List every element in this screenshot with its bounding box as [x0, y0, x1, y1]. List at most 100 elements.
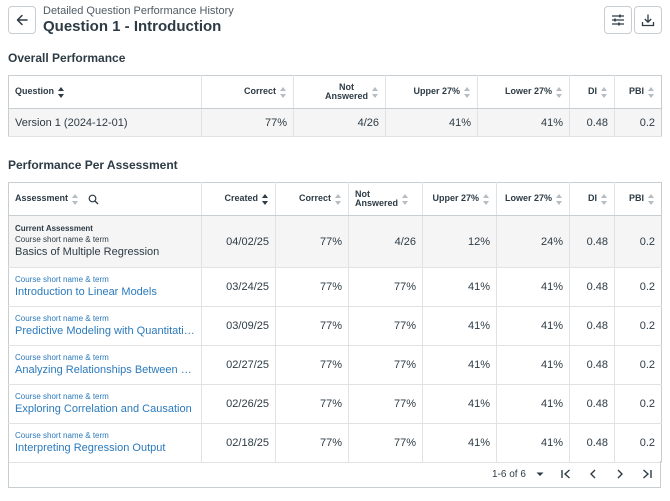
- table-row: Course short name & term Introduction to…: [8, 267, 662, 307]
- assessment-link[interactable]: Predictive Modeling with Quantitati…: [15, 325, 195, 337]
- col-di[interactable]: DI: [569, 182, 615, 216]
- cell-not-answered: 77%: [348, 306, 423, 346]
- next-page-icon: [617, 469, 623, 479]
- sort-icon[interactable]: [648, 86, 655, 98]
- table-row: Course short name & term Predictive Mode…: [8, 306, 662, 346]
- cell-di: 0.48: [569, 215, 615, 268]
- cell-created: 03/24/25: [201, 267, 276, 307]
- next-page-button[interactable]: [612, 466, 628, 482]
- course-link[interactable]: Course short name & term: [15, 353, 109, 362]
- cell-created: 03/09/25: [201, 306, 276, 346]
- col-correct[interactable]: Correct: [201, 75, 294, 109]
- col-assessment[interactable]: Assessment: [8, 182, 202, 216]
- sort-icon[interactable]: [335, 193, 342, 205]
- cell-upper: 41%: [422, 306, 497, 346]
- table-row: Version 1 (2024-12-01) 77% 4/26 41% 41% …: [8, 108, 662, 137]
- filter-sliders-icon: [612, 14, 624, 26]
- course-link[interactable]: Course short name & term: [15, 314, 109, 323]
- cell-assessment: Course short name & term Exploring Corre…: [8, 384, 202, 424]
- cell-pbi: 0.2: [614, 267, 662, 307]
- cell-not-answered: 4/26: [293, 108, 386, 137]
- sort-icon[interactable]: [601, 193, 608, 205]
- col-upper[interactable]: Upper 27%: [422, 182, 497, 216]
- table-row: Course short name & term Exploring Corre…: [8, 384, 662, 424]
- col-lower[interactable]: Lower 27%: [477, 75, 570, 109]
- cell-correct: 77%: [201, 108, 294, 137]
- cell-correct: 77%: [275, 267, 349, 307]
- cell-pbi: 0.2: [614, 345, 662, 385]
- cell-not-answered: 4/26: [348, 215, 423, 268]
- prev-page-button[interactable]: [585, 466, 601, 482]
- cell-assessment: Course short name & term Analyzing Relat…: [8, 345, 202, 385]
- cell-assessment: Course short name & term Interpreting Re…: [8, 423, 202, 463]
- col-lower[interactable]: Lower 27%: [496, 182, 570, 216]
- sort-icon[interactable]: [372, 86, 379, 98]
- cell-lower: 41%: [477, 108, 570, 137]
- prev-page-icon: [590, 469, 596, 479]
- cell-assessment: Course short name & term Predictive Mode…: [8, 306, 202, 346]
- page-subtitle: Detailed Question Performance History: [43, 5, 234, 17]
- cell-upper: 41%: [422, 345, 497, 385]
- chevron-down-icon[interactable]: [534, 469, 546, 479]
- cell-created: 02/26/25: [201, 384, 276, 424]
- cell-assessment: Course short name & term Introduction to…: [8, 267, 202, 307]
- last-page-button[interactable]: [639, 466, 655, 482]
- cell-not-answered: 77%: [348, 423, 423, 463]
- cell-not-answered: 77%: [348, 345, 423, 385]
- sort-icon[interactable]: [464, 86, 471, 98]
- course-link[interactable]: Course short name & term: [15, 431, 109, 440]
- pagination-range: 1-6 of 6: [492, 469, 526, 480]
- sort-icon[interactable]: [556, 86, 563, 98]
- col-not-answered[interactable]: Not Answered: [293, 75, 386, 109]
- col-correct[interactable]: Correct: [275, 182, 349, 216]
- assessment-link[interactable]: Interpreting Regression Output: [15, 442, 166, 454]
- course-name: Course short name & term: [15, 235, 109, 244]
- course-link[interactable]: Course short name & term: [15, 275, 109, 284]
- cell-di: 0.48: [569, 267, 615, 307]
- cell-not-answered: 77%: [348, 267, 423, 307]
- cell-correct: 77%: [275, 423, 349, 463]
- sort-icon[interactable]: [262, 193, 269, 205]
- col-upper[interactable]: Upper 27%: [385, 75, 478, 109]
- course-link[interactable]: Course short name & term: [15, 392, 109, 401]
- cell-lower: 41%: [496, 345, 570, 385]
- sort-icon[interactable]: [483, 193, 490, 205]
- cell-upper: 12%: [422, 215, 497, 268]
- filter-button[interactable]: [604, 6, 632, 34]
- cell-upper: 41%: [422, 423, 497, 463]
- col-created[interactable]: Created: [201, 182, 276, 216]
- sort-icon[interactable]: [58, 86, 65, 98]
- cell-lower: 41%: [496, 306, 570, 346]
- col-di[interactable]: DI: [569, 75, 615, 109]
- sort-icon[interactable]: [280, 86, 287, 98]
- first-page-button[interactable]: [558, 466, 574, 482]
- sort-icon[interactable]: [72, 193, 79, 205]
- search-icon[interactable]: [88, 194, 99, 205]
- col-question[interactable]: Question: [8, 75, 202, 109]
- cell-di: 0.48: [569, 423, 615, 463]
- last-page-icon: [643, 469, 652, 479]
- performance-per-assessment-title: Performance Per Assessment: [8, 158, 178, 172]
- cell-correct: 77%: [275, 345, 349, 385]
- cell-correct: 77%: [275, 215, 349, 268]
- cell-pbi: 0.2: [614, 215, 662, 268]
- sort-icon[interactable]: [601, 86, 608, 98]
- sort-icon[interactable]: [402, 193, 409, 205]
- assessment-name: Basics of Multiple Regression: [15, 246, 160, 258]
- assessment-link[interactable]: Introduction to Linear Models: [15, 286, 157, 298]
- cell-created: 02/18/25: [201, 423, 276, 463]
- cell-lower: 41%: [496, 384, 570, 424]
- assessment-link[interactable]: Analyzing Relationships Between V…: [15, 364, 195, 376]
- overall-performance-title: Overall Performance: [8, 51, 126, 65]
- table-header-row: Question Correct Not Answered Upper 27% L…: [8, 75, 662, 109]
- table-row: Course short name & term Analyzing Relat…: [8, 345, 662, 385]
- assessment-link[interactable]: Exploring Correlation and Causation: [15, 403, 192, 415]
- col-not-answered[interactable]: Not Answered: [348, 182, 423, 216]
- page-title: Question 1 - Introduction: [43, 18, 222, 35]
- sort-icon[interactable]: [648, 193, 655, 205]
- back-button[interactable]: [8, 6, 36, 34]
- download-button[interactable]: [634, 6, 662, 34]
- sort-icon[interactable]: [556, 193, 563, 205]
- col-pbi[interactable]: PBI: [614, 182, 662, 216]
- col-pbi[interactable]: PBI: [614, 75, 662, 109]
